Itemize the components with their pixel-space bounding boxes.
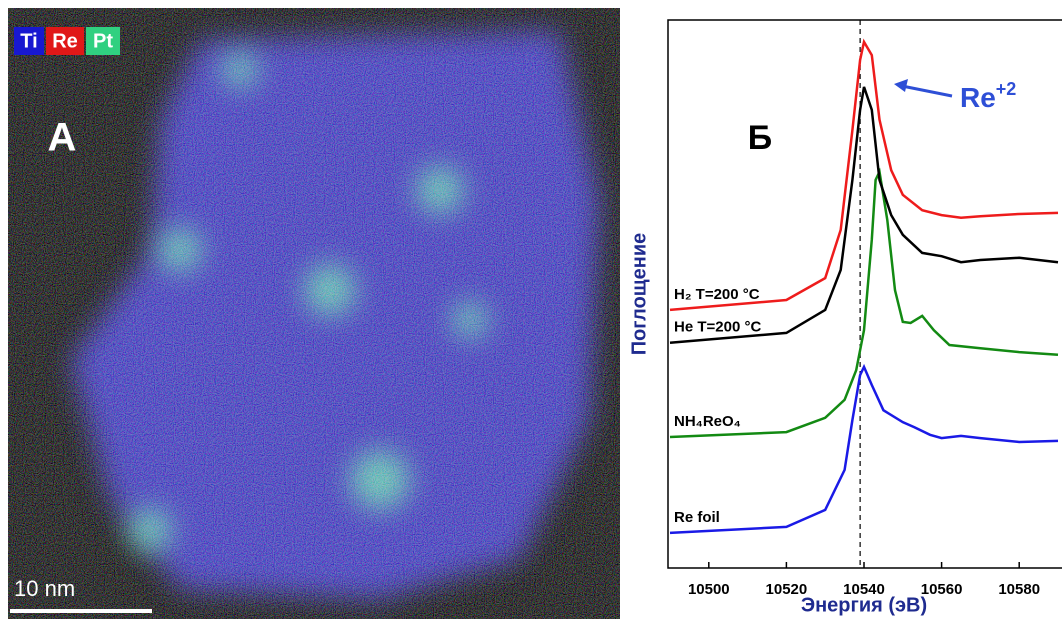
x-tick-label: 10540 — [843, 581, 885, 598]
x-tick-label: 10500 — [688, 581, 730, 598]
series-label: He T=200 °C — [674, 319, 761, 336]
y-axis-label: Поглощение — [628, 233, 650, 356]
annotation-arrow — [902, 86, 952, 96]
channel-label: Ti — [20, 30, 37, 52]
series-line — [670, 367, 1058, 533]
channel-label: Re — [52, 30, 78, 52]
x-tick-label: 10580 — [998, 581, 1040, 598]
figure: Ti Re Pt A 10 nm Б Энергия (эВ) Поглощен… — [0, 0, 1062, 619]
panel-label: A — [48, 116, 77, 160]
scale-bar — [10, 609, 152, 613]
annotation-arrowhead — [894, 79, 908, 92]
annotation-text: Re — [960, 82, 996, 113]
annotation: Re+2 — [960, 79, 1016, 114]
x-tick-label: 10560 — [921, 581, 963, 598]
edx-map — [8, 8, 620, 619]
x-tick-label: 10520 — [766, 581, 808, 598]
series-label: H₂ T=200 °C — [674, 286, 760, 303]
scale-bar-label: 10 nm — [14, 576, 75, 601]
series-label: NH₄ReO₄ — [674, 413, 741, 430]
series-label: Re foil — [674, 509, 720, 526]
annotation-sup: +2 — [996, 79, 1017, 99]
channel-label: Pt — [93, 30, 113, 52]
panel-label: Б — [748, 119, 772, 157]
